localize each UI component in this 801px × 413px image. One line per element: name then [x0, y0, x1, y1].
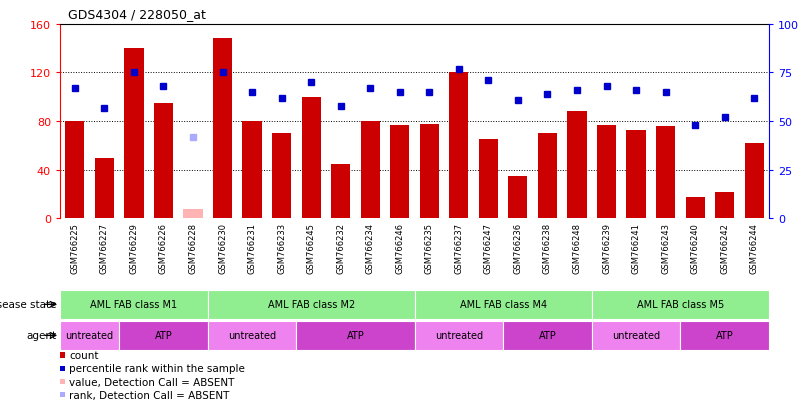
- Text: GSM766230: GSM766230: [218, 222, 227, 273]
- Text: GSM766225: GSM766225: [70, 222, 79, 273]
- Bar: [207, 321, 296, 350]
- Text: GSM766231: GSM766231: [248, 222, 256, 273]
- Bar: [60, 321, 119, 350]
- Text: untreated: untreated: [435, 330, 483, 341]
- Bar: [745, 144, 764, 219]
- Bar: [272, 134, 292, 219]
- Text: GSM766227: GSM766227: [100, 222, 109, 273]
- Text: ATP: ATP: [538, 330, 557, 341]
- Text: GSM766233: GSM766233: [277, 222, 286, 273]
- Bar: [124, 49, 143, 219]
- Text: ATP: ATP: [155, 330, 172, 341]
- Bar: [301, 97, 320, 219]
- Text: untreated: untreated: [612, 330, 660, 341]
- Text: GSM766237: GSM766237: [454, 222, 463, 273]
- Bar: [213, 39, 232, 219]
- Bar: [360, 122, 380, 219]
- Text: AML FAB class M2: AML FAB class M2: [268, 299, 355, 310]
- Text: untreated: untreated: [228, 330, 276, 341]
- Bar: [680, 321, 769, 350]
- Bar: [331, 164, 350, 219]
- Text: GSM766240: GSM766240: [690, 222, 699, 273]
- Text: rank, Detection Call = ABSENT: rank, Detection Call = ABSENT: [70, 390, 230, 400]
- Text: GSM766245: GSM766245: [307, 222, 316, 273]
- Text: ATP: ATP: [347, 330, 364, 341]
- Bar: [65, 122, 84, 219]
- Bar: [686, 197, 705, 219]
- Bar: [296, 321, 415, 350]
- Text: GDS4304 / 228050_at: GDS4304 / 228050_at: [68, 8, 206, 21]
- Bar: [592, 290, 769, 319]
- Bar: [183, 209, 203, 219]
- Text: GSM766232: GSM766232: [336, 222, 345, 273]
- Bar: [656, 127, 675, 219]
- Text: GSM766242: GSM766242: [720, 222, 729, 273]
- Text: count: count: [70, 350, 99, 360]
- Text: GSM766248: GSM766248: [573, 222, 582, 273]
- Text: GSM766235: GSM766235: [425, 222, 434, 273]
- Text: GSM766228: GSM766228: [188, 222, 198, 273]
- Bar: [390, 126, 409, 219]
- Bar: [95, 158, 114, 219]
- Text: GSM766229: GSM766229: [130, 222, 139, 273]
- Text: GSM766239: GSM766239: [602, 222, 611, 273]
- Text: GSM766247: GSM766247: [484, 222, 493, 273]
- Bar: [715, 192, 735, 219]
- Text: value, Detection Call = ABSENT: value, Detection Call = ABSENT: [70, 377, 235, 387]
- Bar: [592, 321, 680, 350]
- Text: GSM766246: GSM766246: [395, 222, 405, 273]
- Bar: [119, 321, 207, 350]
- Text: ATP: ATP: [716, 330, 734, 341]
- Text: disease state: disease state: [0, 299, 56, 310]
- Text: AML FAB class M1: AML FAB class M1: [91, 299, 178, 310]
- Bar: [415, 290, 592, 319]
- Text: agent: agent: [26, 330, 56, 341]
- Bar: [60, 290, 207, 319]
- Bar: [449, 73, 469, 219]
- Bar: [154, 104, 173, 219]
- Bar: [207, 290, 415, 319]
- Bar: [537, 134, 557, 219]
- Bar: [626, 131, 646, 219]
- Text: AML FAB class M5: AML FAB class M5: [637, 299, 724, 310]
- Text: untreated: untreated: [66, 330, 114, 341]
- Text: AML FAB class M4: AML FAB class M4: [460, 299, 547, 310]
- Text: GSM766238: GSM766238: [543, 222, 552, 273]
- Bar: [479, 140, 498, 219]
- Bar: [597, 126, 616, 219]
- Text: GSM766234: GSM766234: [366, 222, 375, 273]
- Text: GSM766236: GSM766236: [513, 222, 522, 273]
- Text: GSM766226: GSM766226: [159, 222, 168, 273]
- Text: GSM766244: GSM766244: [750, 222, 759, 273]
- Bar: [415, 321, 503, 350]
- Text: GSM766243: GSM766243: [661, 222, 670, 273]
- Bar: [420, 124, 439, 219]
- Text: GSM766241: GSM766241: [631, 222, 641, 273]
- Bar: [509, 176, 528, 219]
- Bar: [243, 122, 262, 219]
- Text: percentile rank within the sample: percentile rank within the sample: [70, 363, 245, 373]
- Bar: [567, 112, 586, 219]
- Bar: [503, 321, 592, 350]
